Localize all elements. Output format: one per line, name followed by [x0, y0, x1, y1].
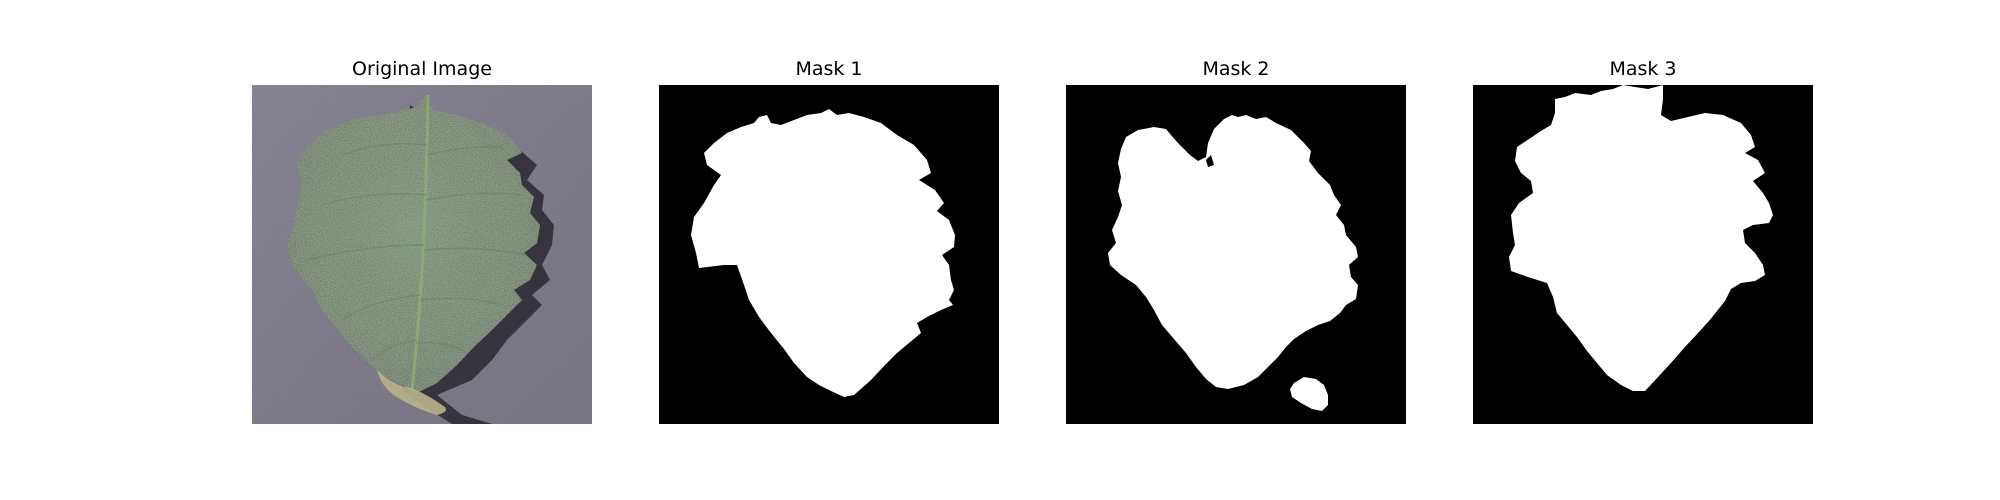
panel-title: Mask 2 [1202, 58, 1270, 80]
panel-title: Original Image [352, 58, 492, 80]
mask-1-image [659, 85, 999, 424]
panel-title: Mask 3 [1609, 58, 1677, 80]
panel-original-image: Original Image [252, 0, 592, 500]
panel-mask-2: Mask 2 [1066, 0, 1406, 500]
mask-3-image [1473, 85, 1813, 424]
panel-mask-3: Mask 3 [1473, 0, 1813, 500]
mask-2-image [1066, 85, 1406, 424]
panel-title: Mask 1 [795, 58, 863, 80]
original-leaf-image [252, 85, 592, 424]
panel-mask-1: Mask 1 [659, 0, 999, 500]
